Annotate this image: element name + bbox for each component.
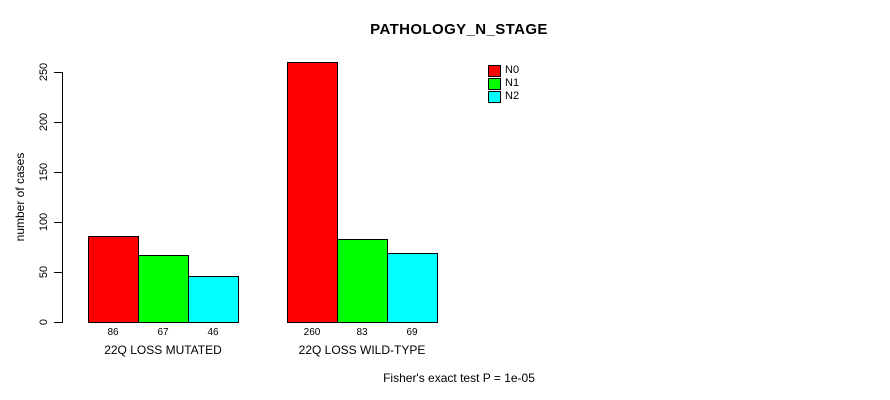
bar-N0 — [88, 236, 139, 323]
chart-title: PATHOLOGY_N_STAGE — [370, 21, 548, 38]
bar-N2 — [387, 253, 438, 323]
y-axis-tick — [54, 222, 62, 223]
legend-swatch-N2 — [488, 91, 501, 103]
y-axis-tick — [54, 272, 62, 273]
y-axis-line — [62, 72, 63, 323]
y-axis-tick — [54, 172, 62, 173]
bar-value-label: 83 — [356, 327, 368, 338]
annotation-text: Fisher's exact test P = 1e-05 — [383, 371, 535, 385]
bar-value-label: 69 — [406, 327, 418, 338]
y-axis-tick-label: 150 — [38, 162, 50, 182]
legend-swatch-N1 — [488, 78, 501, 90]
bar-N1 — [138, 255, 189, 323]
y-axis-tick — [54, 322, 62, 323]
legend-swatch-N0 — [488, 65, 501, 77]
y-axis-tick-label: 0 — [38, 318, 50, 326]
bar-N2 — [188, 276, 239, 323]
bar-N0 — [287, 62, 338, 323]
category-label: 22Q LOSS MUTATED — [104, 343, 222, 357]
legend-label-N1: N1 — [505, 77, 520, 89]
y-axis-tick-label: 50 — [38, 265, 50, 279]
category-label: 22Q LOSS WILD-TYPE — [298, 343, 426, 357]
y-axis-tick — [54, 72, 62, 73]
bar-value-label: 46 — [207, 327, 219, 338]
y-axis-tick-label: 250 — [38, 62, 50, 82]
y-axis-tick — [54, 122, 62, 123]
bar-value-label: 86 — [107, 327, 119, 338]
y-axis-tick-label: 100 — [38, 212, 50, 232]
legend-label-N0: N0 — [505, 64, 520, 76]
y-axis-tick-label: 200 — [38, 112, 50, 132]
y-axis-label: number of cases — [13, 152, 27, 242]
bar-value-label: 260 — [303, 327, 321, 338]
bar-value-label: 67 — [157, 327, 169, 338]
legend-label-N2: N2 — [505, 90, 520, 102]
bar-N1 — [337, 239, 388, 323]
